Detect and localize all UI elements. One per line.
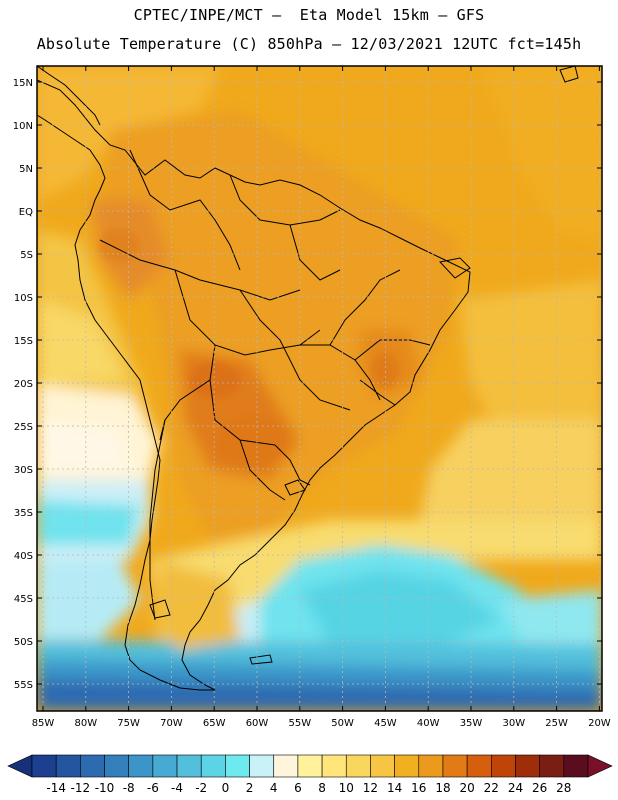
colorbar-cell — [321, 754, 347, 778]
lat-label: 35S — [14, 508, 33, 519]
lat-label: 10N — [13, 121, 33, 132]
lat-label: 5S — [20, 250, 33, 261]
title-line-1: CPTEC/INPE/MCT – Eta Model 15km – GFS — [133, 6, 485, 24]
lat-label: 40S — [14, 551, 33, 562]
colorbar-label: 14 — [387, 781, 402, 795]
colorbar-label: 22 — [484, 781, 499, 795]
colorbar-label: 8 — [318, 781, 326, 795]
colorbar-low-arrow — [7, 754, 33, 778]
colorbar-cell — [31, 754, 57, 778]
lon-label: 45W — [374, 718, 397, 729]
temperature-map: 15N 10N 5N EQ 5S 10S 15S 20S 25S 30S 35S 40S 45S 50S 5… — [13, 65, 611, 729]
lon-label: 80W — [74, 718, 97, 729]
lon-label: 40W — [417, 718, 440, 729]
colorbar-cell — [273, 754, 299, 778]
lat-label: 5N — [19, 164, 33, 175]
colorbar-cell — [394, 754, 420, 778]
colorbar-label: -4 — [171, 781, 183, 795]
latitude-labels: 15N 10N 5N EQ 5S 10S 15S 20S 25S 30S 35S 40S 45S 50S 5… — [13, 78, 33, 691]
colorbar-label: -8 — [123, 781, 135, 795]
lat-label: EQ — [19, 207, 33, 218]
colorbar-cell — [55, 754, 81, 778]
lat-label: 10S — [14, 293, 33, 304]
lon-label: 60W — [246, 718, 269, 729]
lat-label: 15S — [14, 336, 33, 347]
lon-label: 30W — [502, 718, 525, 729]
title-line-2: Absolute Temperature (C) 850hPa – 12/03/… — [36, 35, 582, 53]
colorbar-label: 18 — [435, 781, 450, 795]
colorbar-label: 2 — [246, 781, 254, 795]
colorbar-cell — [466, 754, 492, 778]
coastlines — [37, 66, 579, 691]
lon-label: 25W — [545, 718, 568, 729]
colorbar-cell — [249, 754, 275, 778]
colorbar-label: 16 — [411, 781, 426, 795]
colorbar-label: -6 — [147, 781, 159, 795]
colorbar-label: -14 — [46, 781, 66, 795]
colorbar-cell — [225, 754, 250, 778]
lon-label: 50W — [331, 718, 354, 729]
axis-ticks — [37, 66, 602, 711]
map-gridlines — [37, 66, 602, 711]
lon-label: 75W — [117, 718, 140, 729]
longitude-labels: 85W 80W 75W 70W 65W 60W 55W 50W 45W 40W 35W 30W 25W 2… — [32, 718, 611, 729]
colorbar-cell — [297, 754, 323, 778]
lon-label: 20W — [588, 718, 611, 729]
colorbar-cell — [176, 754, 202, 778]
colorbar-cell — [563, 754, 589, 778]
colorbar-label: 4 — [270, 781, 278, 795]
colorbar-label: 24 — [508, 781, 523, 795]
colorbar-label: 0 — [222, 781, 230, 795]
lat-label: 55S — [14, 680, 33, 691]
colorbar-label: 6 — [294, 781, 302, 795]
colorbar-label: 28 — [556, 781, 571, 795]
lat-label: 50S — [14, 637, 33, 648]
lon-label: 70W — [160, 718, 183, 729]
colorbar-cell — [539, 754, 565, 778]
colorbar-cell — [200, 754, 226, 778]
colorbar-label: 10 — [339, 781, 354, 795]
lon-label: 85W — [32, 718, 55, 729]
colorbar-cell — [152, 754, 178, 778]
colorbar-cell — [491, 754, 516, 778]
colorbar-label: 20 — [459, 781, 474, 795]
lat-label: 30S — [14, 465, 33, 476]
lon-label: 65W — [203, 718, 226, 729]
colorbar-cell — [128, 754, 154, 778]
map-frame — [36, 65, 603, 712]
colorbar-cell — [345, 754, 371, 778]
colorbar-label: 26 — [532, 781, 547, 795]
colorbar-label: -12 — [71, 781, 91, 795]
colorbar-cell — [370, 754, 395, 778]
temperature-field — [37, 66, 602, 711]
colorbar-label: -2 — [195, 781, 207, 795]
colorbar-cell — [442, 754, 468, 778]
lat-label: 20S — [14, 379, 33, 390]
lat-label: 15N — [13, 78, 33, 89]
colorbar-high-arrow — [587, 754, 613, 778]
colorbar-cell — [418, 754, 444, 778]
colorbar-cell — [515, 754, 540, 778]
colorbar-label: 12 — [363, 781, 378, 795]
lon-label: 55W — [288, 718, 311, 729]
lon-label: 35W — [460, 718, 483, 729]
colorbar-cell — [104, 754, 129, 778]
lat-label: 45S — [14, 594, 33, 605]
lat-label: 25S — [14, 422, 33, 433]
colorbar-label: -10 — [95, 781, 115, 795]
colorbar-cell — [80, 754, 105, 778]
